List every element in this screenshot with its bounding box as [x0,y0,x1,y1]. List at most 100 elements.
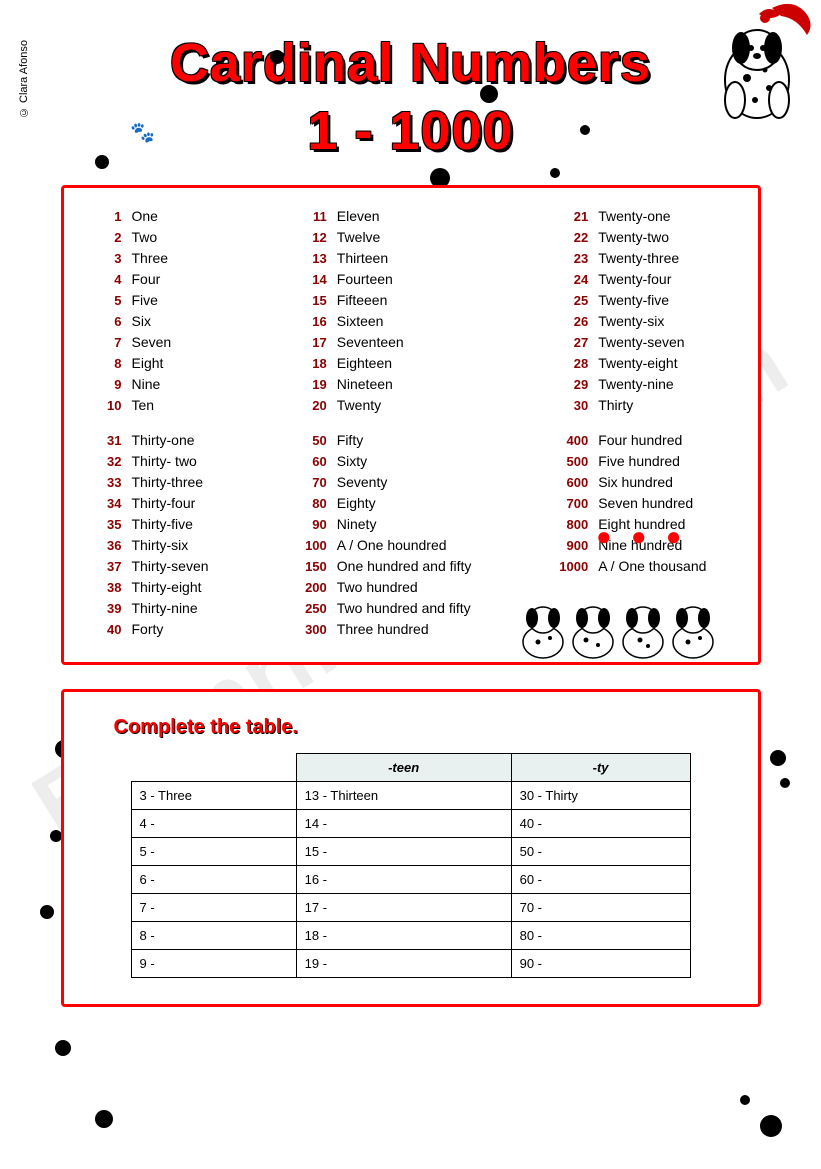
table-header-row: -teen -ty [131,754,690,782]
exercise-box: Complete the table. -teen -ty 3 - Three1… [61,689,761,1007]
number-value: 100 [289,536,327,556]
number-row: 37Thirty-seven [84,556,271,577]
number-value: 29 [550,375,588,395]
dalmatian-spot-icon [760,1115,782,1137]
number-value: 8 [84,354,122,374]
number-value: 700 [550,494,588,514]
dalmatian-spot-icon [95,155,109,169]
number-value: 21 [550,207,588,227]
number-word: Three [132,248,169,268]
table-cell[interactable]: 5 - [131,838,296,866]
number-row: 16Sixteen [289,311,532,332]
number-row: 8Eight [84,353,271,374]
number-value: 4 [84,270,122,290]
number-value: 15 [289,291,327,311]
worksheet-page: © Clara Afonso ESLprintables.com 🐾🐾🐾 Car… [0,0,821,1169]
number-row: 7Seven [84,332,271,353]
table-cell[interactable]: 6 - [131,866,296,894]
number-word: Thirty-eight [132,577,202,597]
table-cell[interactable]: 16 - [296,866,511,894]
table-cell[interactable]: 30 - Thirty [511,782,690,810]
exercise-table: -teen -ty 3 - Three13 - Thirteen30 - Thi… [131,753,691,978]
number-value: 200 [289,578,327,598]
number-word: Thirty-five [132,514,193,534]
number-row: 21Twenty-one [550,206,737,227]
table-cell[interactable]: 3 - Three [131,782,296,810]
table-cell[interactable]: 19 - [296,950,511,978]
number-value: 400 [550,431,588,451]
number-word: One [132,206,158,226]
dalmatian-spot-icon [480,85,498,103]
number-row: 60Sixty [289,451,532,472]
number-row: 500Five hundred [550,451,737,472]
table-cell[interactable]: 60 - [511,866,690,894]
table-cell[interactable]: 8 - [131,922,296,950]
copyright-text: © Clara Afonso [18,40,30,118]
number-word: Twelve [337,227,381,247]
table-cell[interactable]: 40 - [511,810,690,838]
paw-print-icon: 🐾 [130,120,155,145]
number-word: Seventeen [337,332,404,352]
table-cell[interactable]: 14 - [296,810,511,838]
table-cell[interactable]: 7 - [131,894,296,922]
number-value: 30 [550,396,588,416]
table-header-ty: -ty [511,754,690,782]
number-row: 38Thirty-eight [84,577,271,598]
number-value: 33 [84,473,122,493]
table-cell[interactable]: 15 - [296,838,511,866]
number-word: Twenty-seven [598,332,684,352]
number-word: A / One houndred [337,535,447,555]
table-row: 4 -14 -40 - [131,810,690,838]
number-word: Thirty- two [132,451,197,471]
number-row: 80Eighty [289,493,532,514]
number-row: 13Thirteen [289,248,532,269]
dalmatian-spot-icon [550,168,560,178]
dalmatian-group-icon [508,582,728,672]
number-value: 1000 [550,557,588,577]
number-word: Two [132,227,158,247]
number-word: Sixty [337,451,367,471]
number-row: 5Five [84,290,271,311]
table-cell[interactable]: 18 - [296,922,511,950]
table-cell[interactable]: 90 - [511,950,690,978]
table-cell[interactable]: 4 - [131,810,296,838]
number-row: 70Seventy [289,472,532,493]
number-value: 80 [289,494,327,514]
number-value: 13 [289,249,327,269]
table-header-teen: -teen [296,754,511,782]
number-word: Twenty-six [598,311,664,331]
table-cell[interactable]: 13 - Thirteen [296,782,511,810]
number-value: 3 [84,249,122,269]
number-value: 24 [550,270,588,290]
table-header-blank [131,754,296,782]
number-word: Twenty-four [598,269,671,289]
table-cell[interactable]: 70 - [511,894,690,922]
number-row: 30 Thirty [550,395,737,416]
table-cell[interactable]: 9 - [131,950,296,978]
number-word: Thirty [598,395,633,415]
number-value: 17 [289,333,327,353]
number-row: 700Seven hundred [550,493,737,514]
number-row: 2Two [84,227,271,248]
number-row: 50Fifty [289,430,532,451]
table-cell[interactable]: 50 - [511,838,690,866]
number-row: 10Ten [84,395,271,416]
number-word: Thirty-four [132,493,196,513]
number-row: 36Thirty-six [84,535,271,556]
number-value: 39 [84,599,122,619]
number-row: 9Nine [84,374,271,395]
number-row: 39Thirty-nine [84,598,271,619]
number-word: A / One thousand [598,556,706,576]
number-value: 40 [84,620,122,640]
number-row: 11Eleven [289,206,532,227]
numbers-col-1: 1One2Two3Three4Four5Five6Six7Seven8Eight… [84,206,271,640]
number-word: Five [132,290,158,310]
numbers-col-3: 21Twenty-one22Twenty-two23Twenty-three24… [550,206,737,640]
number-row: 27Twenty-seven [550,332,737,353]
number-word: Thirty-one [132,430,195,450]
number-value: 36 [84,536,122,556]
number-row: 32Thirty- two [84,451,271,472]
number-row: 29Twenty-nine [550,374,737,395]
table-cell[interactable]: 17 - [296,894,511,922]
table-cell[interactable]: 80 - [511,922,690,950]
